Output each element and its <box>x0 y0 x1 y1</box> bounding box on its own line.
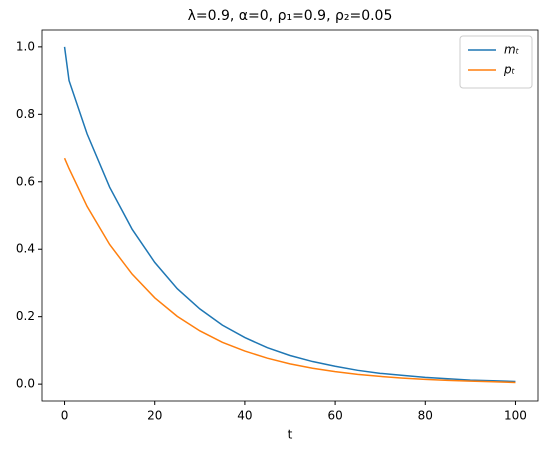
x-tick-label: 20 <box>147 409 162 423</box>
series-line <box>63 157 516 384</box>
y-tick-label: 0.0 <box>16 377 35 391</box>
x-tick-label: 40 <box>237 409 252 423</box>
y-tick-label: 0.8 <box>16 107 35 121</box>
y-tick-label: 0.6 <box>16 174 35 188</box>
y-tick-label: 1.0 <box>16 39 35 53</box>
legend-label: pₜ <box>503 63 516 77</box>
x-tick-label: 100 <box>504 409 527 423</box>
x-axis-label: t <box>288 428 293 442</box>
chart-title: λ=0.9, α=0, ρ₁=0.9, ρ₂=0.05 <box>188 8 393 24</box>
legend-label: mₜ <box>504 43 520 57</box>
y-tick-label: 0.4 <box>16 242 35 256</box>
y-tick-label: 0.2 <box>16 309 35 323</box>
x-tick-label: 80 <box>418 409 433 423</box>
legend-box <box>459 35 533 89</box>
x-tick-label: 60 <box>327 409 342 423</box>
series-line <box>63 46 516 383</box>
axes-frame <box>41 29 539 402</box>
x-tick-label: 0 <box>61 409 69 423</box>
